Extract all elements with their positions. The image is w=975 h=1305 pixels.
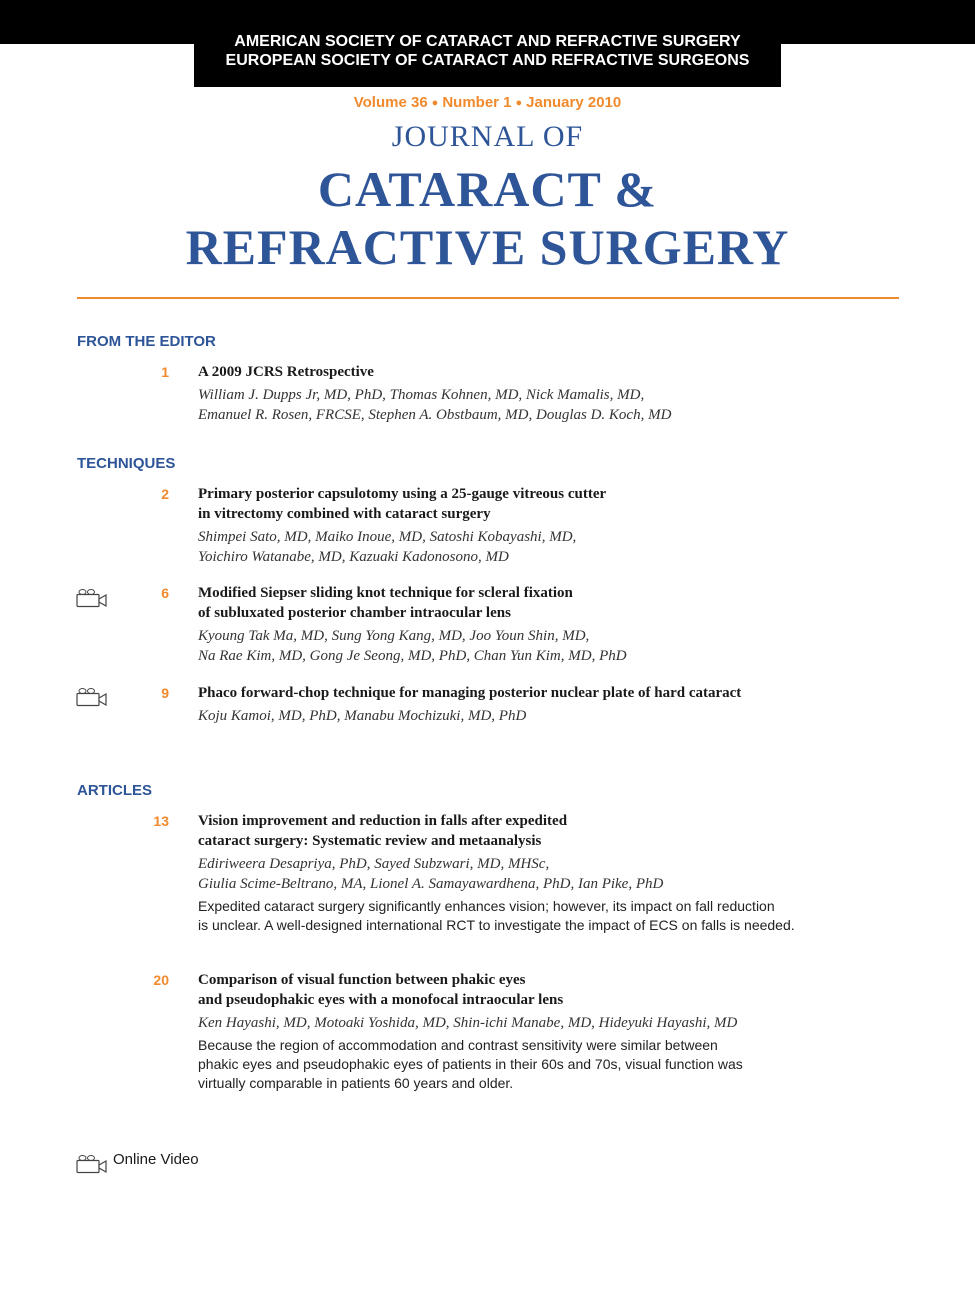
article-title: A 2009 JCRS Retrospective — [198, 362, 918, 382]
authors-line: Ediriweera Desapriya, PhD, Sayed Subzwar… — [198, 856, 550, 872]
summary-line: virtually comparable in patients 60 year… — [198, 1075, 514, 1091]
journal-title-line-2: REFRACTIVE SURGERY — [185, 219, 790, 275]
video-camera-icon — [76, 688, 107, 707]
issue-number: Number 1 — [442, 94, 512, 111]
toc-entry[interactable]: Vision improvement and reduction in fall… — [198, 811, 918, 935]
summary-line: phakic eyes and pseudophakic eyes of pat… — [198, 1056, 743, 1072]
journal-title-line-1: CATARACT & — [317, 161, 658, 217]
society-name-american: AMERICAN SOCIETY OF CATARACT AND REFRACT… — [234, 33, 741, 50]
title-line: Modified Siepser sliding knot technique … — [198, 585, 573, 601]
title-line: cataract surgery: Systematic review and … — [198, 833, 542, 849]
page-number: 1 — [161, 364, 169, 380]
video-camera-icon — [76, 589, 107, 608]
authors-line: Na Rae Kim, MD, Gong Je Seong, MD, PhD, … — [198, 648, 627, 664]
section-heading-articles: ARTICLES — [77, 782, 152, 799]
article-summary: Expedited cataract surgery significantly… — [198, 897, 918, 935]
authors-line: Koju Kamoi, MD, PhD, Manabu Mochizuki, M… — [198, 708, 527, 724]
article-title: Modified Siepser sliding knot technique … — [198, 583, 918, 623]
video-camera-icon — [76, 1155, 107, 1174]
article-title: Phaco forward-chop technique for managin… — [198, 683, 918, 703]
article-authors: Shimpei Sato, MD, Maiko Inoue, MD, Satos… — [198, 527, 918, 567]
online-video-legend-label: Online Video — [113, 1151, 199, 1168]
toc-entry[interactable]: Primary posterior capsulotomy using a 25… — [198, 484, 918, 567]
section-heading-from-editor: FROM THE EDITOR — [77, 333, 216, 350]
page-number: 20 — [153, 972, 169, 988]
authors-line: Shimpei Sato, MD, Maiko Inoue, MD, Satos… — [198, 529, 577, 545]
article-title: Comparison of visual function between ph… — [198, 970, 918, 1010]
authors-line: William J. Dupps Jr, MD, PhD, Thomas Koh… — [198, 387, 645, 403]
journal-prefix: JOURNAL OF — [391, 120, 584, 153]
article-title: Vision improvement and reduction in fall… — [198, 811, 918, 851]
summary-line: Because the region of accommodation and … — [198, 1037, 718, 1053]
title-line: Phaco forward-chop technique for managin… — [198, 685, 742, 701]
toc-entry[interactable]: Comparison of visual function between ph… — [198, 970, 918, 1093]
article-summary: Because the region of accommodation and … — [198, 1036, 918, 1093]
society-name-european: EUROPEAN SOCIETY OF CATARACT AND REFRACT… — [225, 52, 750, 69]
authors-line: Emanuel R. Rosen, FRCSE, Stephen A. Obst… — [198, 407, 672, 423]
title-line: Primary posterior capsulotomy using a 25… — [198, 486, 607, 502]
bullet-icon: ● — [431, 97, 439, 109]
title-line: and pseudophakic eyes with a monofocal i… — [198, 992, 564, 1008]
title-line: Comparison of visual function between ph… — [198, 972, 526, 988]
section-heading-techniques: TECHNIQUES — [77, 455, 176, 472]
toc-entry[interactable]: A 2009 JCRS Retrospective William J. Dup… — [198, 362, 918, 425]
title-line: of subluxated posterior chamber intraocu… — [198, 605, 511, 621]
title-line: in vitrectomy combined with cataract sur… — [198, 506, 491, 522]
page-number: 13 — [153, 813, 169, 829]
page-number: 6 — [161, 585, 169, 601]
society-header: AMERICAN SOCIETY OF CATARACT AND REFRACT… — [194, 0, 781, 87]
bullet-icon: ● — [515, 97, 523, 109]
issue-info: Volume 36 ● Number 1 ● January 2010 — [0, 94, 975, 111]
journal-title: CATARACT & REFRACTIVE SURGERY — [0, 160, 975, 276]
summary-line: is unclear. A well-designed internationa… — [198, 917, 795, 933]
orange-divider — [77, 297, 899, 299]
summary-line: Expedited cataract surgery significantly… — [198, 898, 775, 914]
authors-line: Giulia Scime-Beltrano, MA, Lionel A. Sam… — [198, 876, 664, 892]
toc-entry[interactable]: Phaco forward-chop technique for managin… — [198, 683, 918, 726]
article-authors: Koju Kamoi, MD, PhD, Manabu Mochizuki, M… — [198, 706, 918, 726]
title-line: Vision improvement and reduction in fall… — [198, 813, 568, 829]
toc-entry[interactable]: Modified Siepser sliding knot technique … — [198, 583, 918, 666]
page-number: 2 — [161, 486, 169, 502]
authors-line: Kyoung Tak Ma, MD, Sung Yong Kang, MD, J… — [198, 628, 590, 644]
title-line: A 2009 JCRS Retrospective — [198, 364, 374, 380]
article-authors: Kyoung Tak Ma, MD, Sung Yong Kang, MD, J… — [198, 626, 918, 666]
article-authors: Ken Hayashi, MD, Motoaki Yoshida, MD, Sh… — [198, 1013, 918, 1033]
page-number: 9 — [161, 685, 169, 701]
article-authors: Ediriweera Desapriya, PhD, Sayed Subzwar… — [198, 854, 918, 894]
issue-date: January 2010 — [526, 94, 622, 111]
authors-line: Ken Hayashi, MD, Motoaki Yoshida, MD, Sh… — [198, 1015, 738, 1031]
article-authors: William J. Dupps Jr, MD, PhD, Thomas Koh… — [198, 385, 918, 425]
issue-volume: Volume 36 — [353, 94, 428, 111]
authors-line: Yoichiro Watanabe, MD, Kazuaki Kadonoson… — [198, 549, 509, 565]
article-title: Primary posterior capsulotomy using a 25… — [198, 484, 918, 524]
